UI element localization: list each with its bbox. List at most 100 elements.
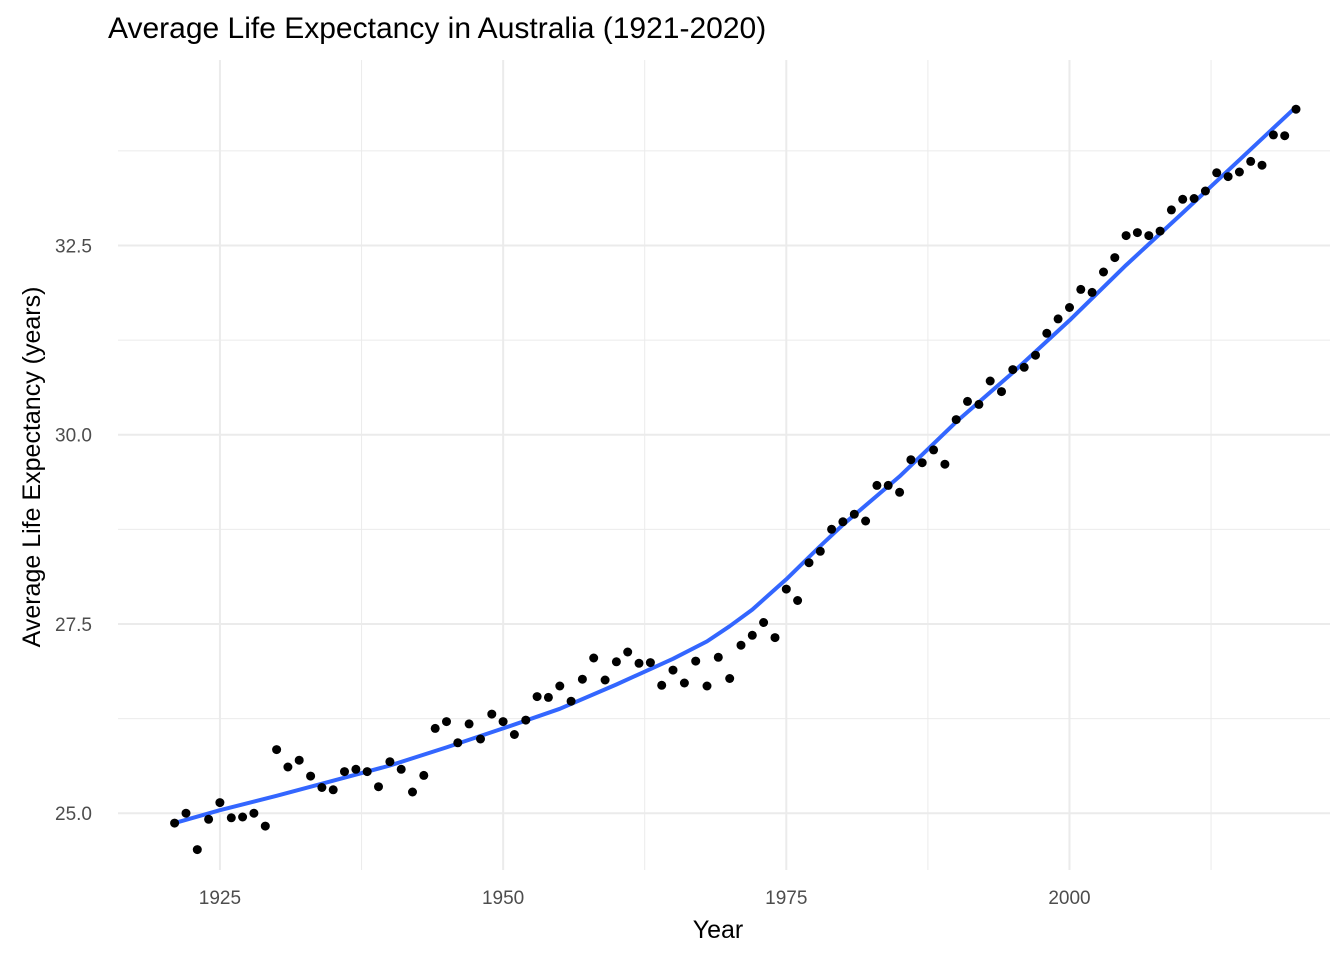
data-point <box>1189 194 1199 203</box>
data-point <box>849 509 859 519</box>
data-point <box>328 785 338 795</box>
data-point <box>1132 228 1142 238</box>
data-point <box>1200 186 1210 196</box>
data-point <box>521 715 531 725</box>
x-tick-label: 2000 <box>1048 888 1090 909</box>
data-point <box>408 787 417 797</box>
data-point <box>226 813 236 823</box>
data-point <box>600 675 610 685</box>
data-point <box>1178 194 1188 204</box>
data-point <box>430 723 440 733</box>
x-tick-label: 1925 <box>199 888 241 909</box>
data-point <box>906 455 916 465</box>
data-point <box>476 734 485 744</box>
x-axis-title: Year <box>693 916 744 944</box>
data-point <box>1042 328 1052 338</box>
data-point <box>317 783 327 792</box>
data-point <box>374 782 383 792</box>
data-point <box>963 396 972 406</box>
data-point <box>1065 303 1074 312</box>
data-point <box>1053 314 1063 324</box>
data-point <box>974 399 984 409</box>
data-point <box>736 640 746 650</box>
data-point <box>362 767 372 777</box>
data-point <box>1257 160 1267 170</box>
data-point <box>589 653 599 663</box>
data-point <box>1155 226 1165 236</box>
trend-line <box>172 104 1298 826</box>
data-point <box>781 584 791 594</box>
data-point <box>464 719 474 729</box>
data-point <box>555 681 565 691</box>
data-point <box>883 480 893 490</box>
data-point <box>1076 284 1086 294</box>
x-tick-label: 1975 <box>765 888 807 909</box>
data-point <box>509 730 519 739</box>
data-point <box>1268 130 1278 140</box>
data-point <box>294 755 304 765</box>
data-point <box>725 674 735 683</box>
data-point <box>747 630 757 640</box>
data-point <box>340 767 349 777</box>
data-point <box>827 524 837 534</box>
y-tick-label: 25.0 <box>55 804 92 825</box>
data-point <box>1008 365 1018 375</box>
data-point <box>770 633 780 643</box>
y-tick-label: 30.0 <box>55 426 92 447</box>
data-point <box>442 717 451 727</box>
x-tick-label: 1950 <box>482 888 524 909</box>
data-point <box>396 764 406 774</box>
data-point <box>1099 267 1108 277</box>
data-point <box>306 771 316 781</box>
data-point <box>1291 104 1301 114</box>
data-point <box>283 762 293 772</box>
data-point <box>657 680 667 690</box>
data-point <box>645 658 655 668</box>
data-point <box>872 480 882 490</box>
data-point <box>1223 172 1233 182</box>
y-tick-label: 32.5 <box>55 236 92 257</box>
data-point <box>577 674 587 684</box>
chart-title: Average Life Expectancy in Australia (19… <box>108 12 767 45</box>
data-point <box>793 596 803 605</box>
data-point <box>997 387 1006 397</box>
data-point <box>272 745 282 755</box>
data-point <box>1031 350 1040 360</box>
x-axis-ticks: 1925 1950 1975 2000 <box>199 888 1091 909</box>
data-point <box>498 717 508 727</box>
data-point <box>668 665 678 675</box>
data-point <box>1121 231 1131 241</box>
data-point <box>895 487 905 497</box>
data-point <box>804 558 814 568</box>
data-point <box>419 770 429 780</box>
data-point <box>1234 167 1244 177</box>
data-point <box>759 618 769 627</box>
data-point <box>702 681 712 691</box>
data-point <box>940 459 950 469</box>
data-point <box>532 692 542 702</box>
data-point <box>1212 168 1222 178</box>
data-point <box>713 652 723 662</box>
y-axis-ticks: 25.0 27.5 30.0 32.5 <box>55 236 92 825</box>
data-point <box>249 808 259 818</box>
data-point <box>1019 362 1029 372</box>
data-point <box>566 696 576 706</box>
data-point <box>611 657 621 667</box>
data-point <box>815 546 825 556</box>
data-point <box>192 845 202 855</box>
data-point <box>1144 231 1154 241</box>
data-point <box>917 458 927 468</box>
data-point <box>1280 131 1290 141</box>
data-point <box>679 678 689 688</box>
data-point <box>691 656 701 666</box>
data-point <box>951 415 961 425</box>
data-point <box>238 812 248 822</box>
data-point <box>838 517 848 527</box>
data-point <box>385 757 395 767</box>
trend-line-group <box>172 104 1298 826</box>
data-point <box>487 709 497 719</box>
data-points <box>170 104 1301 855</box>
data-point <box>543 692 553 702</box>
data-point <box>623 647 633 657</box>
